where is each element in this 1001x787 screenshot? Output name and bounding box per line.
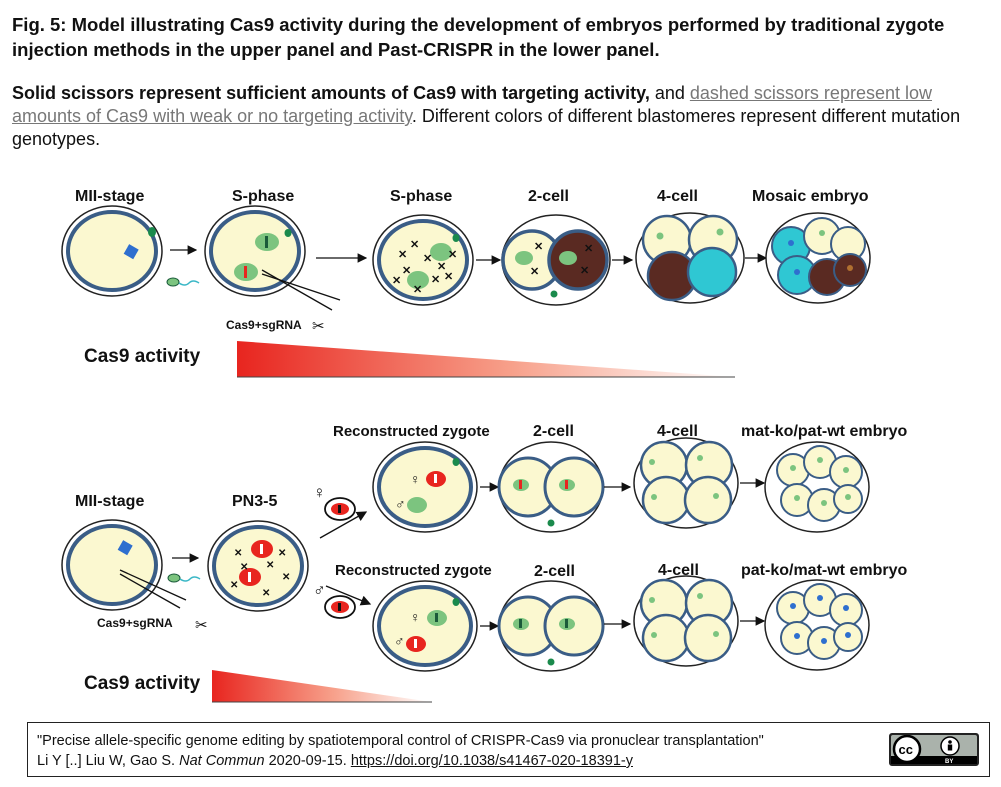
svg-text:✕: ✕ xyxy=(580,265,589,277)
caption-and: and xyxy=(649,83,690,103)
male-symbol-zygote-1: ♂ xyxy=(395,496,406,512)
two-cell-upper: ✕ ✕ ✕ ✕ xyxy=(501,214,611,306)
svg-text:✕: ✕ xyxy=(392,275,401,287)
svg-text:✕: ✕ xyxy=(423,253,432,265)
arrow xyxy=(319,511,368,539)
injection-label-upper: Cas9+sgRNA xyxy=(226,318,302,332)
sperm-icon-lower xyxy=(167,573,201,583)
svg-text:✕: ✕ xyxy=(448,249,457,261)
cas9-activity-gradient-lower xyxy=(212,670,432,702)
cc-by-icon: cc BY xyxy=(891,734,977,765)
stage-label-mii-lower: MII-stage xyxy=(75,493,144,510)
stage-label-sphase-1: S-phase xyxy=(232,188,294,205)
stage-label-2cell-row2: 2-cell xyxy=(534,563,575,580)
male-pronucleus-disc xyxy=(324,595,356,619)
model-diagram: MII-stage S-phase S-phase 2-cell 4-cell … xyxy=(61,188,907,703)
svg-text:✕: ✕ xyxy=(282,572,290,583)
cas9-activity-label-lower: Cas9 activity xyxy=(84,673,201,694)
svg-text:✕: ✕ xyxy=(266,560,274,571)
female-symbol-zygote-2: ♀ xyxy=(410,609,421,625)
female-pronucleus-disc xyxy=(324,497,356,521)
stage-label-2cell-upper: 2-cell xyxy=(528,188,569,205)
figure-title: Fig. 5: Model illustrating Cas9 activity… xyxy=(12,14,945,60)
patko-embryo xyxy=(764,579,870,671)
citation-box: "Precise allele-specific genome editing … xyxy=(27,722,990,777)
sperm-icon xyxy=(166,277,200,287)
reconstructed-zygote-2 xyxy=(372,580,478,672)
matko-embryo xyxy=(764,441,870,533)
svg-text:✕: ✕ xyxy=(444,271,453,283)
svg-text:✕: ✕ xyxy=(437,261,446,273)
stage-label-mosaic: Mosaic embryo xyxy=(752,188,869,205)
citation-doi-link[interactable]: https://doi.org/10.1038/s41467-020-18391… xyxy=(350,753,633,769)
reconstructed-zygote-1 xyxy=(372,441,478,533)
stage-label-mii-upper: MII-stage xyxy=(75,188,144,205)
male-symbol-transfer: ♂ xyxy=(313,581,326,600)
scissors-icon-lower: ✂ xyxy=(195,617,208,634)
two-cell-row1 xyxy=(497,441,605,533)
stage-label-patko: pat-ko/mat-wt embryo xyxy=(741,562,907,579)
svg-text:✕: ✕ xyxy=(278,548,286,559)
mosaic-embryo xyxy=(765,212,871,304)
stage-label-matko: mat-ko/pat-wt embryo xyxy=(741,423,907,440)
citation-authors: Li Y [..] Liu W, Gao S. xyxy=(37,753,180,769)
figure-caption: Solid scissors represent sufficient amou… xyxy=(12,82,987,151)
cc-glyph: cc xyxy=(899,742,913,757)
caption-bold: Solid scissors represent sufficient amou… xyxy=(12,83,650,103)
scissors-icon-upper: ✂ xyxy=(312,318,325,335)
sphase-zygote-1 xyxy=(204,205,341,311)
svg-text:✕: ✕ xyxy=(530,266,539,278)
female-symbol-transfer: ♀ xyxy=(313,483,326,502)
caption-rest: . Different colors of different blastome… xyxy=(12,106,961,149)
pn-zygote: ✕ ✕✕ ✕✕✕✕ xyxy=(207,520,309,612)
stage-label-2cell-row1: 2-cell xyxy=(533,423,574,440)
male-symbol-zygote-2: ♂ xyxy=(394,633,405,649)
svg-text:✕: ✕ xyxy=(410,239,419,251)
caption-underlined-link[interactable]: dashed scissors represent low amounts of… xyxy=(12,83,932,126)
svg-text:✕: ✕ xyxy=(398,249,407,261)
four-cell-upper xyxy=(635,212,745,304)
svg-text:✕: ✕ xyxy=(413,284,422,296)
svg-text:✕: ✕ xyxy=(262,588,270,599)
two-cell-row2 xyxy=(497,580,605,672)
svg-text:✕: ✕ xyxy=(240,562,248,573)
citation-date: 2020-09-15. xyxy=(264,753,351,769)
cc-by-license-badge[interactable]: cc BY xyxy=(889,733,979,766)
svg-text:✕: ✕ xyxy=(234,548,242,559)
citation-authors-line: Li Y [..] Liu W, Gao S. Nat Commun 2020-… xyxy=(37,753,633,769)
stage-label-4cell-row1: 4-cell xyxy=(657,423,698,440)
stage-label-sphase-2: S-phase xyxy=(390,188,452,205)
by-glyph: BY xyxy=(945,759,953,765)
svg-text:✕: ✕ xyxy=(402,265,411,277)
stage-label-4cell-row2: 4-cell xyxy=(658,562,699,579)
svg-text:✕: ✕ xyxy=(584,243,593,255)
svg-text:✕: ✕ xyxy=(431,274,440,286)
stage-label-pn: PN3-5 xyxy=(232,493,277,510)
stage-label-4cell-upper: 4-cell xyxy=(657,188,698,205)
mii-oocyte-lower xyxy=(61,519,187,611)
four-cell-row2 xyxy=(633,575,739,667)
citation-journal: Nat Commun xyxy=(179,753,265,769)
svg-text:✕: ✕ xyxy=(534,241,543,253)
stage-label-reconstructed-1: Reconstructed zygote xyxy=(333,423,490,440)
female-symbol-zygote-1: ♀ xyxy=(410,471,421,487)
citation-title: "Precise allele-specific genome editing … xyxy=(37,733,764,749)
stage-label-reconstructed-2: Reconstructed zygote xyxy=(335,562,492,579)
mii-oocyte-upper xyxy=(61,205,163,297)
cas9-activity-gradient-upper xyxy=(237,341,735,377)
cas9-activity-label-upper: Cas9 activity xyxy=(84,346,201,367)
svg-text:✕: ✕ xyxy=(230,580,238,591)
arrow xyxy=(325,585,372,606)
four-cell-row1 xyxy=(633,437,739,529)
injection-label-lower: Cas9+sgRNA xyxy=(97,616,173,630)
sphase-zygote-2: ✕✕✕ ✕✕✕ ✕ ✕✕✕ xyxy=(372,214,474,306)
